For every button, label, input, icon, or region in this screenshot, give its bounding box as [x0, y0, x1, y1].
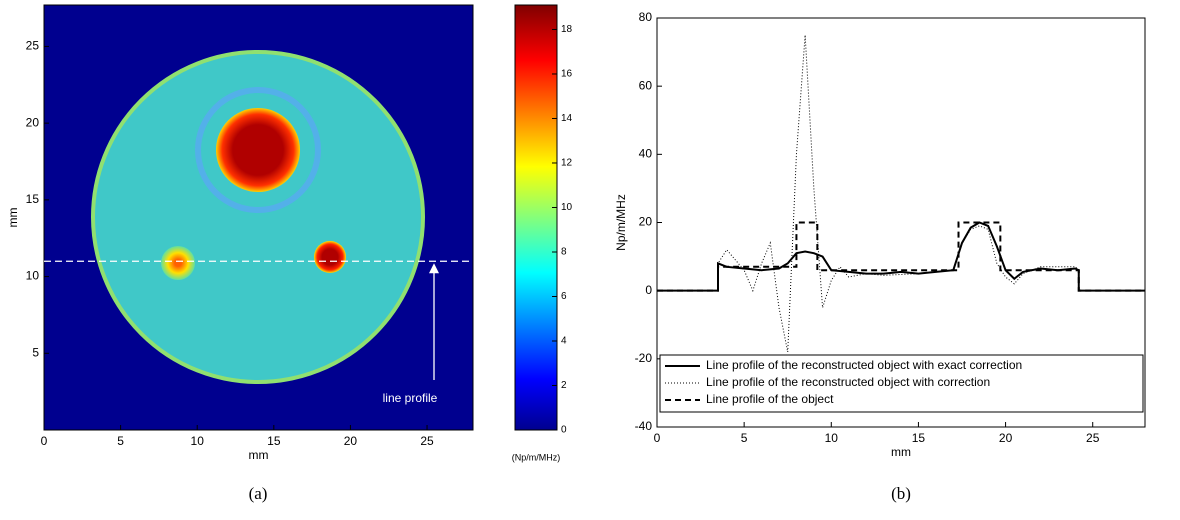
- series-line: [657, 221, 1145, 292]
- legend-box: [659, 354, 1144, 413]
- x-tick-label: 10: [191, 434, 205, 448]
- x-tick-label: 10: [825, 431, 839, 445]
- x-tick-label: 0: [654, 431, 661, 445]
- colorbar-label: (Np/m/MHz): [512, 452, 561, 462]
- caption: (a): [249, 484, 268, 503]
- inclusion: [216, 108, 300, 192]
- caption: (b): [891, 484, 911, 503]
- colorbar-tick-label: 0: [561, 425, 567, 436]
- y-tick-label: 0: [645, 283, 652, 297]
- y-tick-label: 20: [639, 215, 653, 229]
- series-line: [657, 35, 1145, 353]
- legend-label: Line profile of the reconstructed object…: [706, 358, 1022, 372]
- inclusion: [161, 246, 195, 280]
- phantom: [91, 50, 425, 384]
- series-line: [657, 221, 1145, 292]
- x-tick-label: 5: [117, 434, 124, 448]
- colorbar-tick-label: 18: [561, 24, 573, 35]
- y-tick-label: 10: [26, 269, 40, 283]
- legend-label: Line profile of the object: [706, 392, 834, 406]
- y-tick-label: 5: [32, 345, 39, 359]
- y-tick-label: -40: [635, 419, 653, 433]
- ring: [195, 87, 321, 213]
- annotation: line profile: [383, 391, 438, 405]
- x-tick-label: 15: [267, 434, 281, 448]
- colorbar-tick-label: 8: [561, 247, 567, 258]
- arrow-head: [429, 263, 439, 274]
- colorbar-tick-label: 10: [561, 202, 573, 213]
- x-tick-label: 25: [420, 434, 434, 448]
- image-panel: [43, 4, 558, 431]
- colorbar-tick-label: 6: [561, 291, 567, 302]
- y-tick-label: 80: [639, 10, 653, 24]
- colorbar-tick-label: 12: [561, 158, 573, 169]
- y-tick-label: -20: [635, 351, 653, 365]
- colorbar-tick-label: 2: [561, 380, 567, 391]
- x-tick-label: 20: [999, 431, 1013, 445]
- disk-rim: [91, 50, 425, 384]
- colorbar-tick-label: 16: [561, 69, 573, 80]
- y-tick-label: 15: [26, 192, 40, 206]
- y-axis-label: Np/m/MHz: [614, 194, 628, 251]
- inclusion: [314, 241, 346, 273]
- legend-label: Line profile of the reconstructed object…: [706, 375, 990, 389]
- disk: [93, 52, 423, 382]
- y-tick-label: 60: [639, 78, 653, 92]
- colorbar: [514, 4, 558, 431]
- colorbar-tick-label: 14: [561, 113, 573, 124]
- y-tick-label: 40: [639, 147, 653, 161]
- y-tick-label: 25: [26, 39, 40, 53]
- y-axis-label: mm: [6, 208, 20, 228]
- y-tick-label: 20: [26, 115, 40, 129]
- x-tick-label: 20: [344, 434, 358, 448]
- axes-frame: [43, 4, 474, 431]
- x-tick-label: 0: [41, 434, 48, 448]
- x-axis-label: mm: [249, 448, 269, 462]
- x-axis-label: mm: [891, 445, 911, 459]
- colorbar-tick-label: 4: [561, 336, 567, 347]
- x-tick-label: 25: [1086, 431, 1100, 445]
- x-tick-label: 5: [741, 431, 748, 445]
- x-tick-label: 15: [912, 431, 926, 445]
